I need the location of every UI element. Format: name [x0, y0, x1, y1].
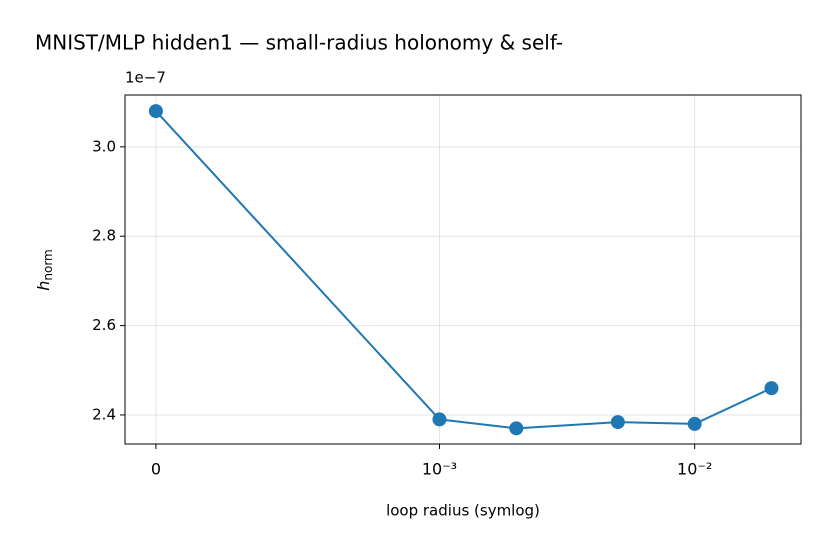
x-axis-label: loop radius (symlog) — [386, 502, 540, 520]
marker — [509, 421, 524, 436]
y-offset-label: 1e−7 — [125, 69, 166, 87]
x-tick-label: 10⁻² — [677, 460, 712, 479]
plot-frame — [124, 94, 802, 445]
y-tick-label: 2.6 — [92, 316, 116, 334]
y-axis-label-base: h — [34, 281, 53, 291]
x-tick-label: 0 — [151, 460, 161, 479]
y-axis-label: hnorm — [34, 249, 55, 291]
y-tick-label: 2.4 — [92, 405, 116, 423]
marker — [610, 415, 625, 430]
y-tick-label: 2.8 — [92, 227, 116, 245]
y-axis-label-sub: norm — [41, 249, 55, 280]
marker — [764, 381, 779, 396]
marker — [148, 104, 163, 119]
x-tick-label: 10⁻³ — [422, 460, 457, 479]
y-tick-label: 3.0 — [92, 137, 116, 155]
line — [155, 110, 772, 430]
marker — [687, 416, 702, 431]
marker — [432, 412, 447, 427]
chart-title: MNIST/MLP hidden1 — small-radius holonom… — [35, 31, 563, 55]
